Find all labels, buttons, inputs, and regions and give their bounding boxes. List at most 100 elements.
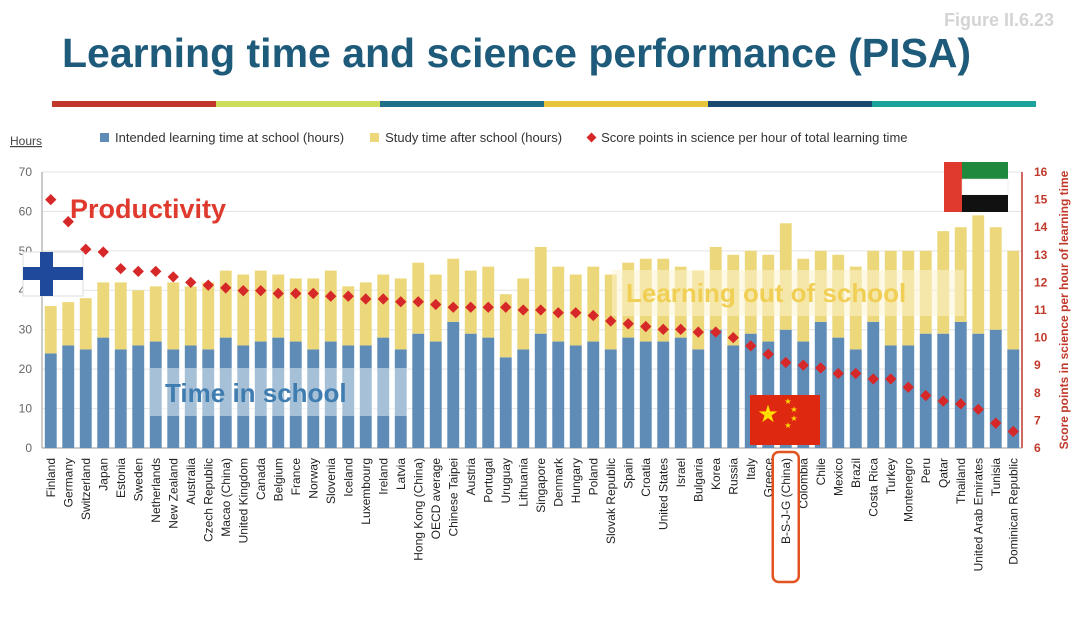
x-tick-label: Macao (China)	[219, 458, 233, 537]
bar-school	[464, 333, 477, 448]
bar-school	[884, 345, 897, 448]
bar-school	[377, 337, 390, 448]
x-tick-label: Korea	[709, 458, 723, 490]
score-point	[500, 301, 512, 313]
bar-after-school	[167, 282, 180, 350]
bar-school	[849, 349, 862, 448]
score-point	[797, 359, 809, 371]
x-tick-label: Croatia	[639, 458, 653, 497]
x-tick-label: Qatar	[936, 458, 950, 488]
china-flag-small-star: ★	[790, 405, 797, 414]
x-tick-label: Hungary	[569, 458, 583, 503]
score-point	[675, 323, 687, 335]
legend-label-score: Score points in science per hour of tota…	[601, 130, 908, 145]
score-point	[640, 320, 652, 333]
bar-school	[359, 345, 372, 448]
bar-school	[534, 333, 547, 448]
china-flag-small-star: ★	[784, 397, 791, 406]
bar-school	[184, 345, 197, 448]
y2-tick-label: 9	[1034, 358, 1041, 372]
bar-school	[692, 349, 705, 448]
chart-legend: Intended learning time at school (hours)…	[100, 130, 908, 145]
x-tick-label: Ireland	[376, 458, 390, 495]
score-point	[307, 287, 319, 300]
bar-school	[482, 337, 495, 448]
uae-flag-black	[962, 195, 1008, 212]
score-point	[955, 398, 967, 410]
bar-school	[989, 329, 1002, 448]
bar-school	[779, 329, 792, 448]
x-tick-label: United States	[656, 458, 670, 530]
bar-school	[1007, 349, 1020, 448]
bar-school	[202, 349, 215, 448]
x-tick-label: Spain	[621, 458, 635, 489]
y2-tick-label: 6	[1034, 441, 1041, 455]
x-tick-label: Slovenia	[324, 458, 338, 504]
score-point	[622, 318, 634, 330]
score-point	[535, 304, 547, 316]
title-stripe-2	[380, 101, 544, 107]
bar-after-school	[587, 266, 600, 342]
score-point	[850, 367, 862, 380]
bar-after-school	[219, 270, 232, 338]
score-point	[552, 307, 564, 319]
y2-tick-label: 7	[1034, 413, 1041, 427]
annotation-learning-out: Learning out of school	[626, 278, 906, 308]
x-tick-label: Belgium	[271, 458, 285, 501]
bar-school	[517, 349, 530, 448]
score-point	[185, 276, 197, 289]
score-point	[132, 265, 144, 278]
bar-school	[237, 345, 250, 448]
score-point	[745, 340, 757, 352]
bar-school	[429, 341, 442, 448]
annotation-box-out	[612, 270, 964, 316]
score-point	[517, 304, 529, 316]
x-tick-label: Chinese Taipei	[446, 458, 460, 537]
y-tick-label: 20	[19, 362, 33, 376]
x-tick-label: Bulgaria	[691, 458, 705, 502]
score-point	[255, 285, 267, 297]
score-point	[482, 301, 494, 313]
bar-after-school	[377, 274, 390, 338]
bar-school	[604, 349, 617, 448]
bar-after-school	[97, 282, 110, 338]
x-tick-label: Latvia	[394, 458, 408, 490]
bar-after-school	[254, 270, 267, 342]
x-tick-label: Germany	[61, 458, 75, 507]
y2-tick-label: 15	[1034, 193, 1048, 207]
score-point	[780, 356, 792, 369]
score-point	[45, 193, 57, 206]
x-tick-label: OECD average	[429, 458, 443, 540]
title-stripe-3	[544, 101, 708, 107]
x-tick-label: Portugal	[481, 458, 495, 503]
bar-after-school	[324, 270, 337, 342]
bar-after-school	[972, 215, 985, 334]
bar-after-school	[202, 282, 215, 350]
x-tick-label: Israel	[674, 458, 688, 487]
bar-school	[727, 345, 740, 448]
bar-after-school	[534, 246, 547, 334]
x-tick-label: Finland	[44, 458, 58, 497]
bar-after-school	[359, 282, 372, 346]
bar-after-school	[394, 278, 407, 350]
annotation-productivity: Productivity	[70, 194, 226, 224]
score-point	[202, 279, 214, 291]
bar-school	[447, 321, 460, 448]
y-tick-label: 70	[19, 165, 33, 179]
uae-flag-green	[962, 162, 1008, 179]
x-tick-label: Slovak Republic	[604, 458, 618, 544]
score-point	[762, 348, 774, 360]
score-point	[360, 293, 372, 305]
bar-school	[622, 337, 635, 448]
x-tick-label: B-S-J-G (China)	[779, 458, 793, 544]
score-point	[902, 381, 914, 393]
bar-after-school	[604, 274, 617, 350]
x-tick-label: Australia	[184, 458, 198, 505]
x-tick-label: Japan	[96, 458, 110, 491]
bar-after-school	[44, 306, 57, 354]
bar-after-school	[289, 278, 302, 342]
y2-tick-label: 8	[1034, 386, 1041, 400]
y2-tick-label: 10	[1034, 331, 1048, 345]
score-point	[115, 262, 127, 275]
